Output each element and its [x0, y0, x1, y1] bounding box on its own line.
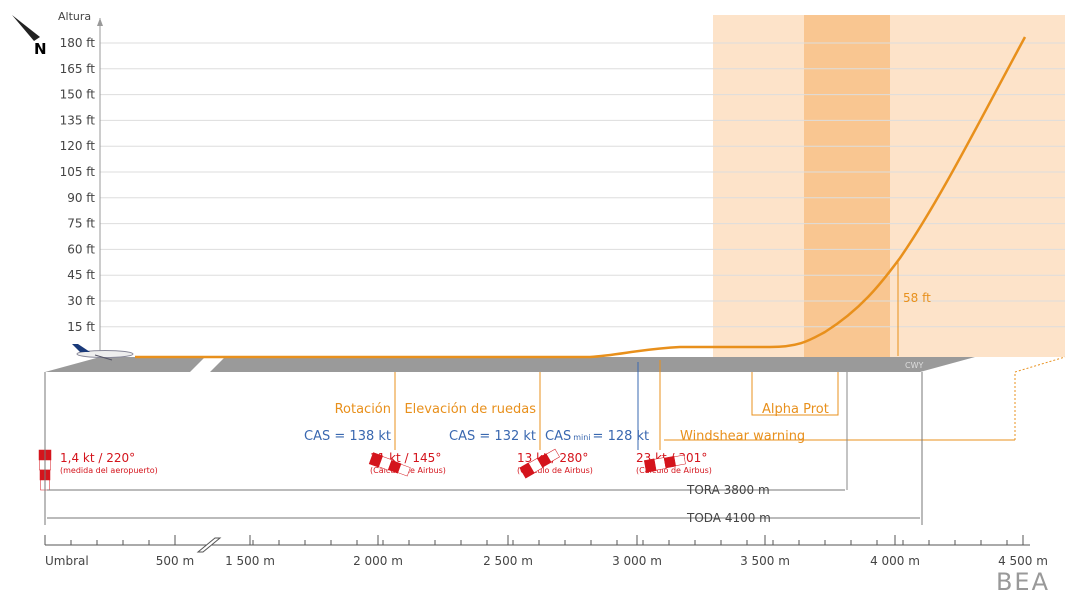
wind-note: (medida del aeropuerto): [60, 466, 158, 475]
y-tick-label: 15 ft: [67, 320, 95, 334]
y-tick-label: 30 ft: [67, 294, 95, 308]
y-tick-label: 60 ft: [67, 242, 95, 256]
event-lines: [395, 357, 1065, 490]
takeoff-diagram: 180 ft 165 ft 150 ft 135 ft 120 ft 105 ft 90 f…: [0, 0, 1070, 596]
y-tick-label: 180 ft: [60, 36, 96, 50]
toda: TODA 4100 m: [686, 511, 771, 525]
y-tick-label: 150 ft: [60, 88, 96, 102]
liftoff-cas: CAS = 132 kt: [449, 429, 536, 444]
rotation: Rotación: [335, 402, 391, 417]
runway: [45, 357, 975, 372]
x-tick-label: 2 500 m: [483, 554, 533, 568]
min-cas-sub: mini: [573, 433, 590, 442]
x-tick-label: 1 500 m: [225, 554, 275, 568]
x-tick-label: 4 500 m: [998, 554, 1048, 568]
y-tick-label: 120 ft: [60, 139, 96, 153]
windshear: Windshear warning: [680, 429, 805, 444]
x-tick-label: 500 m: [156, 554, 194, 568]
x-tick-label: Umbral: [45, 554, 89, 568]
min-cas-suffix: = 128 kt: [593, 429, 650, 444]
compass: N: [34, 40, 47, 58]
min-cas-prefix: CAS: [545, 429, 571, 444]
y-tick-label: 45 ft: [67, 268, 95, 282]
distance-lines: [45, 372, 922, 525]
rotation-cas: CAS = 138 kt: [304, 429, 391, 444]
x-tick-label: 3 500 m: [740, 554, 790, 568]
sock-stripe: [664, 456, 676, 468]
x-ticks: Umbral 500 m 1 500 m 2 000 m 2 500 m 3 000 m 3…: [45, 535, 1048, 568]
y-tick-label: 90 ft: [67, 191, 95, 205]
height-gain: 58 ft: [903, 291, 931, 305]
winds: 1,4 kt / 220°(medida del aeropuerto)11 k…: [39, 448, 712, 490]
x-tick-label: 3 000 m: [612, 554, 662, 568]
alpha-prot: Alpha Prot: [762, 402, 829, 417]
clearway: CWY: [905, 361, 923, 370]
x-tick-label: 4 000 m: [870, 554, 920, 568]
y-tick-label: 105 ft: [60, 165, 96, 179]
liftoff: Elevación de ruedas: [404, 402, 536, 417]
zone-dark: [804, 15, 890, 357]
wind-label: 1,4 kt / 220°: [60, 451, 135, 465]
axis-arrow: [97, 18, 103, 26]
y-tick-label: 165 ft: [60, 62, 96, 76]
tora: TORA 3800 m: [686, 483, 770, 497]
y-tick-label: 135 ft: [60, 113, 96, 127]
y-title: Altura: [58, 10, 91, 23]
sock-stripe: [674, 455, 685, 466]
logo: BEA: [996, 568, 1050, 596]
y-tick-label: 75 ft: [67, 217, 95, 231]
x-tick-label: 2 000 m: [353, 554, 403, 568]
compass-arrow: [12, 15, 40, 41]
